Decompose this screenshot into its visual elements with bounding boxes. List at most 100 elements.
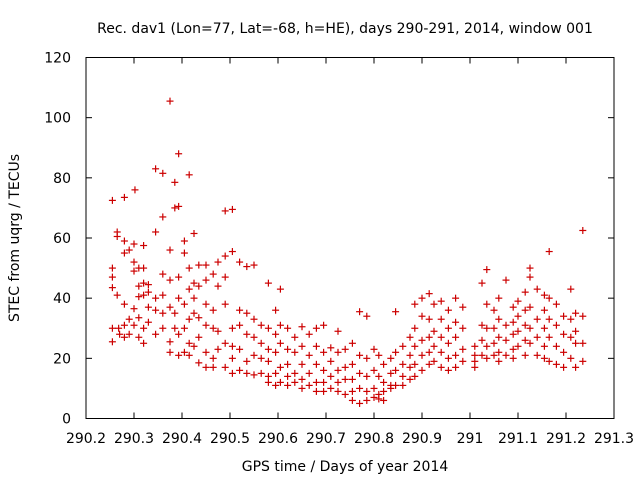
data-point [209, 306, 217, 314]
data-point [552, 300, 560, 308]
data-point [560, 348, 568, 356]
data-point [490, 324, 498, 332]
data-point [514, 312, 522, 320]
data-point [140, 242, 148, 250]
data-point [509, 345, 517, 353]
data-point [171, 178, 179, 186]
data-point [526, 339, 534, 347]
data-point [560, 330, 568, 338]
data-point [115, 324, 123, 332]
data-point [272, 330, 280, 338]
data-point [140, 324, 148, 332]
data-point [152, 330, 160, 338]
data-point [221, 273, 229, 281]
data-point [387, 369, 395, 377]
data-point [483, 342, 491, 350]
data-point [452, 351, 460, 359]
data-point [478, 321, 486, 329]
data-point [411, 342, 419, 350]
data-point [140, 339, 148, 347]
data-point [120, 249, 128, 257]
data-point [320, 366, 328, 374]
data-point [540, 306, 548, 314]
data-point [159, 270, 167, 278]
data-point [375, 372, 383, 380]
data-point [495, 315, 503, 323]
data-point [567, 315, 575, 323]
data-point [264, 345, 272, 353]
data-point [305, 351, 313, 359]
data-point [363, 396, 371, 404]
data-point [425, 290, 433, 298]
data-point [291, 348, 299, 356]
data-point [459, 324, 467, 332]
data-point [514, 327, 522, 335]
data-point [483, 266, 491, 274]
data-point [264, 372, 272, 380]
data-point [175, 273, 183, 281]
data-point [284, 372, 292, 380]
data-point [152, 165, 160, 173]
data-point [526, 273, 534, 281]
data-point [540, 324, 548, 332]
data-point [166, 276, 174, 284]
data-point [276, 321, 284, 329]
data-point [327, 344, 335, 352]
data-point [243, 309, 251, 317]
data-point [166, 246, 174, 254]
data-point [387, 384, 395, 392]
data-point [159, 291, 167, 299]
x-tick-label: 291 [457, 431, 484, 447]
data-point [144, 303, 152, 311]
data-point [243, 330, 251, 338]
data-point [483, 300, 491, 308]
x-tick-label: 291.2 [546, 431, 586, 447]
data-point [276, 285, 284, 293]
y-tick-label: 120 [44, 51, 71, 67]
data-point [444, 324, 452, 332]
data-point [264, 378, 272, 386]
data-point [130, 267, 138, 275]
data-point [243, 369, 251, 377]
data-point [250, 333, 258, 341]
data-point [495, 357, 503, 365]
data-point [406, 333, 414, 341]
data-point [572, 363, 580, 371]
data-point [380, 387, 388, 395]
data-point [221, 252, 229, 260]
data-point [425, 333, 433, 341]
data-point [221, 207, 229, 215]
data-point [490, 339, 498, 347]
data-point [375, 351, 383, 359]
data-point [521, 288, 529, 296]
data-point [521, 321, 529, 329]
data-point [272, 381, 280, 389]
data-point [502, 321, 510, 329]
data-point [171, 204, 179, 212]
data-point [411, 324, 419, 332]
data-point [250, 315, 258, 323]
data-point [348, 360, 356, 368]
data-point [327, 384, 335, 392]
data-point [291, 369, 299, 377]
data-point [341, 375, 349, 383]
data-point [214, 258, 222, 266]
data-point [533, 333, 541, 341]
data-point [305, 381, 313, 389]
data-point [437, 333, 445, 341]
data-point [305, 369, 313, 377]
data-point [430, 327, 438, 335]
data-point [214, 327, 222, 335]
data-point [545, 315, 553, 323]
data-point [533, 285, 541, 293]
data-point [387, 354, 395, 362]
data-point [236, 306, 244, 314]
data-point [430, 300, 438, 308]
data-point [257, 354, 265, 362]
data-point [120, 193, 128, 201]
data-point [392, 366, 400, 374]
data-point [228, 369, 236, 377]
data-point [291, 333, 299, 341]
data-point [159, 213, 167, 221]
data-point [334, 387, 342, 395]
